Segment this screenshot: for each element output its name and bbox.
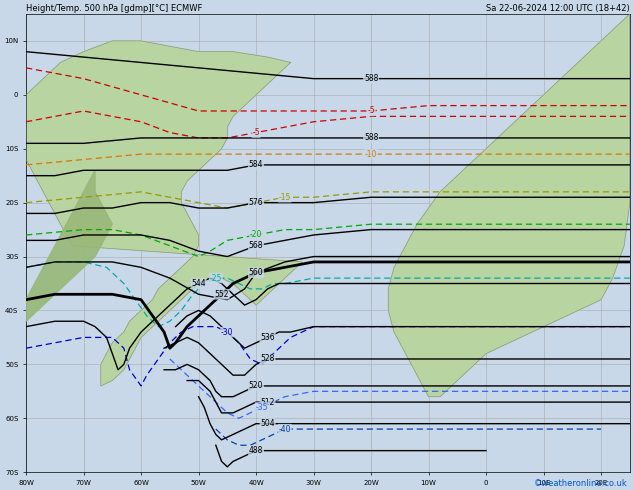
Polygon shape	[26, 171, 112, 321]
Text: -35: -35	[256, 403, 268, 412]
Text: 552: 552	[214, 290, 229, 299]
Text: -20: -20	[250, 230, 262, 240]
Text: -30: -30	[221, 327, 233, 337]
Text: 568: 568	[249, 241, 263, 250]
Text: -5: -5	[252, 128, 260, 137]
Text: 588: 588	[364, 133, 378, 143]
Polygon shape	[388, 14, 630, 397]
Text: -10: -10	[365, 149, 377, 159]
Text: Sa 22-06-2024 12:00 UTC (18+42): Sa 22-06-2024 12:00 UTC (18+42)	[486, 4, 630, 13]
Polygon shape	[26, 41, 302, 386]
Text: 560: 560	[249, 268, 263, 277]
Text: 584: 584	[249, 160, 263, 170]
Text: 504: 504	[260, 419, 275, 428]
Text: 576: 576	[249, 198, 263, 207]
Text: 520: 520	[249, 381, 263, 391]
Text: -25: -25	[210, 273, 222, 283]
Text: 536: 536	[260, 333, 275, 342]
Text: -5: -5	[367, 106, 375, 116]
Text: 544: 544	[191, 279, 206, 288]
Text: -15: -15	[278, 193, 291, 202]
Text: Height/Temp. 500 hPa [gdmp][°C] ECMWF: Height/Temp. 500 hPa [gdmp][°C] ECMWF	[26, 4, 202, 13]
Text: -40: -40	[278, 424, 291, 434]
Text: 528: 528	[261, 354, 275, 364]
Text: 588: 588	[364, 74, 378, 83]
Text: 512: 512	[261, 397, 275, 407]
Text: ©weatheronline.co.uk: ©weatheronline.co.uk	[534, 479, 628, 488]
Text: 488: 488	[249, 446, 263, 455]
